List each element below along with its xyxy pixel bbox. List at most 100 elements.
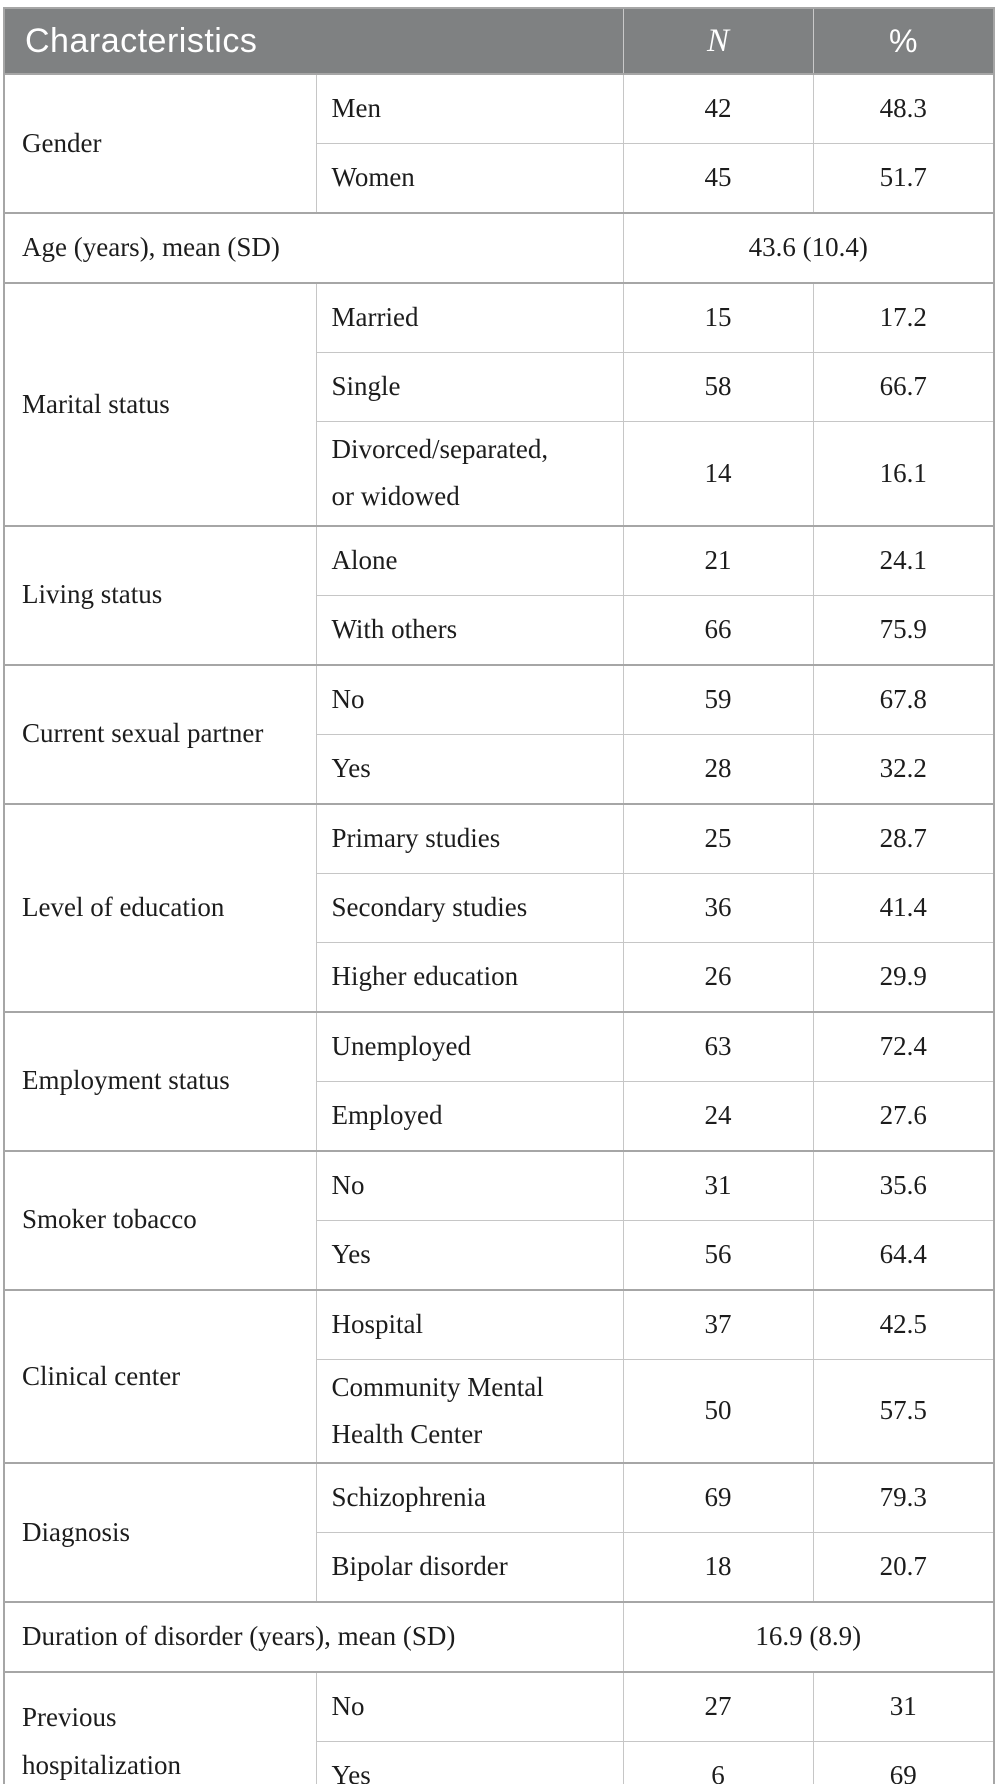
subcategory-cell: Yes (315, 1741, 624, 1784)
characteristics-table: Characteristics N % Gender Men 42 48.3 Women… (3, 7, 995, 1784)
pct-value-cell: 48.3 (812, 73, 995, 144)
n-value-cell: 50 (622, 1358, 814, 1464)
span-label-cell: Age (years), mean (SD) (3, 212, 624, 284)
category-cell: Gender (3, 73, 317, 214)
pct-value-cell: 28.7 (812, 802, 995, 874)
n-value-cell: 28 (622, 733, 814, 804)
pct-value-cell: 64.4 (812, 1219, 995, 1290)
subcategory-cell: Men (315, 73, 624, 144)
n-value-cell: 66 (622, 594, 814, 665)
n-value-cell: 24 (622, 1080, 814, 1151)
table-row: Current sexual partner No 59 67.8 (3, 663, 995, 804)
subcategory-cell: Women (315, 143, 624, 214)
category-cell: Clinical center (3, 1288, 317, 1464)
percent-header-cell: % (812, 7, 995, 75)
pct-value-cell: 79.3 (812, 1462, 995, 1533)
pct-value-cell: 66.7 (812, 352, 995, 422)
subcategory-cell: Divorced/separated, or widowed (315, 421, 624, 526)
n-value-cell: 14 (622, 421, 814, 526)
subcategory-cell: Higher education (315, 941, 624, 1012)
n-value-cell: 59 (622, 663, 814, 735)
n-value-cell: 15 (622, 282, 814, 353)
table-row: Age (years), mean (SD) 43.6 (10.4) (3, 212, 995, 284)
subcategory-cell: Unemployed (315, 1010, 624, 1082)
category-cell: Current sexual partner (3, 663, 317, 804)
pct-value-cell: 16.1 (812, 421, 995, 526)
subcategory-cell: Yes (315, 733, 624, 804)
table-row: Previous hospitalization No 27 31 (3, 1671, 995, 1784)
category-cell: Employment status (3, 1010, 317, 1151)
span-value-cell: 16.9 (8.9) (622, 1601, 995, 1673)
table-row: Divorced/separated, or widowed 14 16.1 (4, 421, 995, 526)
table-row: Bipolar disorder 18 20.7 (4, 1532, 995, 1603)
table-row: Yes 56 64.4 (4, 1219, 995, 1290)
category-cell: Diagnosis (3, 1462, 317, 1603)
category-cell: Marital status (3, 282, 317, 526)
subcategory-cell: Yes (315, 1219, 624, 1290)
category-cell: Smoker tobacco (3, 1149, 317, 1290)
characteristics-header-cell: Characteristics (3, 7, 624, 75)
table-row: Duration of disorder (years), mean (SD) 1… (3, 1601, 995, 1673)
table-row: Diagnosis Schizophrenia 69 79.3 (3, 1462, 995, 1603)
subcategory-cell: No (315, 1671, 624, 1742)
header-row: Characteristics N % (3, 7, 995, 75)
pct-value-cell: 42.5 (812, 1288, 995, 1360)
n-value-cell: 18 (622, 1532, 814, 1603)
span-value-cell: 43.6 (10.4) (622, 212, 995, 284)
table-row: Marital status Married 15 17.2 (3, 282, 995, 526)
pct-value-cell: 32.2 (812, 733, 995, 804)
n-value-cell: 56 (622, 1219, 814, 1290)
table-row: Employment status Unemployed 63 72.4 (3, 1010, 995, 1151)
subcategory-cell: Single (315, 352, 624, 422)
pct-value-cell: 20.7 (812, 1532, 995, 1603)
table-row: Employed 24 27.6 (4, 1080, 995, 1151)
pct-value-cell: 17.2 (812, 282, 995, 353)
n-value-cell: 31 (622, 1149, 814, 1221)
table-row: Living status Alone 21 24.1 (3, 524, 995, 665)
pct-value-cell: 72.4 (812, 1010, 995, 1082)
subcategory-cell: No (315, 663, 624, 735)
pct-value-cell: 69 (812, 1741, 995, 1784)
subcategory-cell: Secondary studies (315, 872, 624, 943)
span-label-cell: Duration of disorder (years), mean (SD) (3, 1601, 624, 1673)
table-row: Women 45 51.7 (4, 143, 995, 214)
pct-value-cell: 51.7 (812, 143, 995, 214)
pct-value-cell: 29.9 (812, 941, 995, 1012)
subcategory-cell: No (315, 1149, 624, 1221)
n-value-cell: 26 (622, 941, 814, 1012)
category-cell: Living status (3, 524, 317, 665)
subcategory-cell: Married (315, 282, 624, 353)
n-value-cell: 36 (622, 872, 814, 943)
category-cell: Level of education (3, 802, 317, 1012)
n-value-cell: 63 (622, 1010, 814, 1082)
pct-value-cell: 67.8 (812, 663, 995, 735)
table-row: Clinical center Hospital 37 42.5 (3, 1288, 995, 1464)
table-row: Smoker tobacco No 31 35.6 (3, 1149, 995, 1290)
pct-value-cell: 31 (812, 1671, 995, 1742)
n-value-cell: 25 (622, 802, 814, 874)
n-value-cell: 45 (622, 143, 814, 214)
table-header: Characteristics N % (3, 7, 995, 75)
subcategory-cell: Employed (315, 1080, 624, 1151)
pct-value-cell: 35.6 (812, 1149, 995, 1221)
n-value-cell: 69 (622, 1462, 814, 1533)
table-row: Yes 6 69 (4, 1741, 995, 1784)
subcategory-cell: Schizophrenia (315, 1462, 624, 1533)
table-row: Level of education Primary studies 25 28.7 (3, 802, 995, 1012)
subcategory-cell: Bipolar disorder (315, 1532, 624, 1603)
table-row: Community Mental Health Center 50 57.5 (4, 1358, 995, 1464)
n-value-cell: 21 (622, 524, 814, 596)
pct-value-cell: 24.1 (812, 524, 995, 596)
pct-value-cell: 57.5 (812, 1358, 995, 1464)
n-value-cell: 27 (622, 1671, 814, 1742)
subcategory-cell: Primary studies (315, 802, 624, 874)
n-value-cell: 42 (622, 73, 814, 144)
table-row: With others 66 75.9 (4, 594, 995, 665)
subcategory-cell: Community Mental Health Center (315, 1358, 624, 1464)
subcategory-cell: With others (315, 594, 624, 665)
table-row: Secondary studies 36 41.4 (4, 872, 995, 943)
pct-value-cell: 27.6 (812, 1080, 995, 1151)
n-value-cell: 37 (622, 1288, 814, 1360)
subcategory-cell: Hospital (315, 1288, 624, 1360)
category-cell: Previous hospitalization (3, 1671, 317, 1784)
